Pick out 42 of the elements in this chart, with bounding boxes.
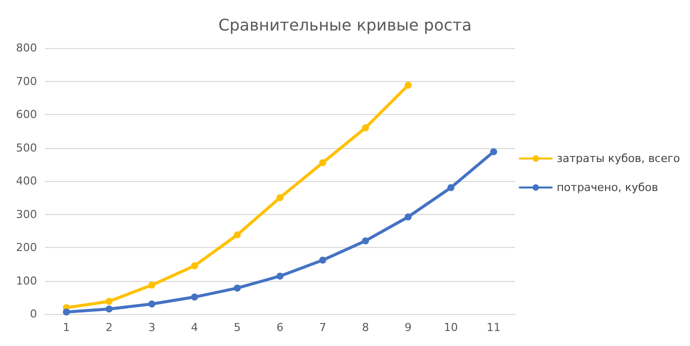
point: [106, 298, 113, 305]
x-tick-label: 10: [444, 321, 458, 334]
point: [319, 256, 326, 264]
point: [362, 237, 369, 244]
point: [148, 282, 156, 289]
point: [276, 272, 284, 280]
point: [404, 213, 412, 220]
x-tick-label: 8: [362, 321, 369, 334]
y-tick-label: 0: [30, 308, 37, 320]
point: [191, 294, 198, 301]
x-tick-label: 1: [62, 321, 70, 334]
x-tick-label: 5: [234, 321, 241, 334]
x-tick-label: 2: [106, 321, 113, 334]
legend-label: потрачено, кубов: [556, 181, 658, 194]
point: [362, 124, 369, 132]
y-tick-label: 800: [16, 42, 37, 54]
y-tick-label: 300: [16, 208, 37, 221]
y-tick-label: 400: [16, 174, 37, 188]
point: [234, 231, 241, 238]
point: [276, 194, 284, 202]
point: [106, 306, 113, 313]
y-tick-label: 700: [16, 74, 37, 88]
x-tick-label: 6: [276, 321, 284, 334]
y-tick-label: 100: [16, 274, 37, 288]
point: [319, 159, 326, 166]
x-tick-label: 9: [404, 321, 412, 334]
point: [404, 82, 412, 89]
y-tick-label: 600: [16, 108, 37, 121]
y-tick-label: 200: [16, 241, 37, 254]
legend-label: затраты кубов, всего: [556, 152, 680, 165]
y-tick-label: 500: [16, 141, 37, 154]
point: [234, 284, 241, 292]
point: [490, 148, 498, 156]
point: [191, 262, 198, 270]
point: [148, 300, 156, 308]
chart-title: Сравнительные кривые роста: [218, 16, 472, 34]
point: [62, 308, 70, 316]
x-tick-label: 7: [319, 321, 326, 334]
x-tick-label: 4: [191, 321, 198, 334]
x-tick-label: 3: [148, 321, 156, 334]
x-tick-label: 11: [486, 321, 501, 334]
point: [447, 184, 454, 192]
